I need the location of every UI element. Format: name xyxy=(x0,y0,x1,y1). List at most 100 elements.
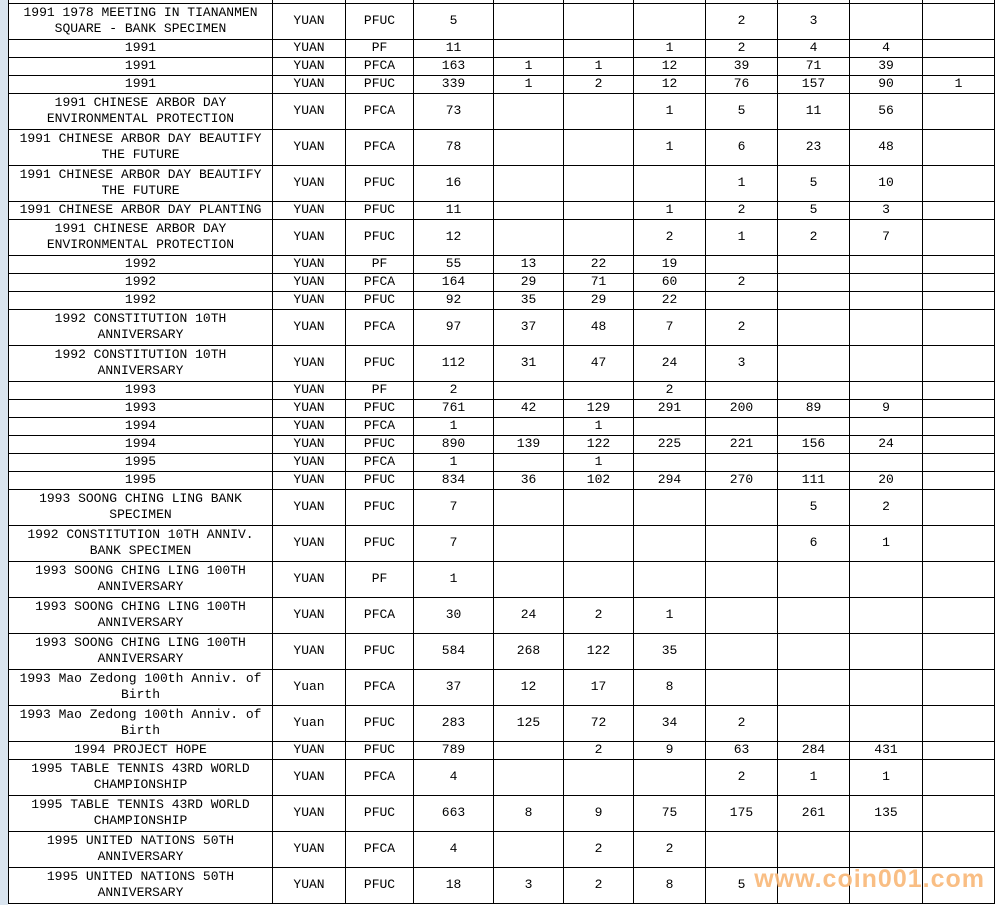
description-cell: 1993 SOONG CHING LING 100TH ANNIVERSARY xyxy=(8,632,273,670)
table-row: 1991 CHINESE ARBOR DAY ENVIRONMENTAL PRO… xyxy=(8,218,995,256)
currency-cell: YUAN xyxy=(272,218,346,256)
count-cell: 157 xyxy=(777,74,850,94)
count-cell: 129 xyxy=(563,398,634,418)
count-cell: 1 xyxy=(849,758,923,796)
coin-census-table: 1991 1978 MEETING IN TIANANMEN SQUARE - … xyxy=(8,0,995,904)
count-cell xyxy=(633,452,706,472)
currency-cell: YUAN xyxy=(272,272,346,292)
count-cell xyxy=(922,452,995,472)
table-row: 1992 YUAN PFCA 164 29 71 60 2 xyxy=(8,272,995,292)
count-cell: 2 xyxy=(705,758,778,796)
count-cell: 584 xyxy=(413,632,494,670)
count-cell: 75 xyxy=(633,794,706,832)
currency-cell: Yuan xyxy=(272,668,346,706)
grade-cell: PFUC xyxy=(345,2,414,40)
currency-cell: YUAN xyxy=(272,398,346,418)
count-cell: 2 xyxy=(849,488,923,526)
count-cell xyxy=(849,416,923,436)
count-cell: 47 xyxy=(563,344,634,382)
count-cell xyxy=(922,2,995,40)
grade-cell: PFUC xyxy=(345,470,414,490)
count-cell xyxy=(922,56,995,76)
count-cell xyxy=(705,632,778,670)
count-cell xyxy=(922,272,995,292)
grade-cell: PFCA xyxy=(345,272,414,292)
currency-cell: YUAN xyxy=(272,488,346,526)
grade-cell: PFCA xyxy=(345,758,414,796)
count-cell: 1 xyxy=(413,416,494,436)
grade-cell: PFUC xyxy=(345,434,414,454)
table-row: 1992 CONSTITUTION 10TH ANNIVERSARY YUAN PF… xyxy=(8,344,995,382)
currency-cell: YUAN xyxy=(272,290,346,310)
currency-cell: YUAN xyxy=(272,38,346,58)
count-cell xyxy=(563,524,634,562)
currency-cell: YUAN xyxy=(272,200,346,220)
description-cell: 1991 CHINESE ARBOR DAY BEAUTIFY THE FUTU… xyxy=(8,164,273,202)
count-cell: 2 xyxy=(633,380,706,400)
count-cell xyxy=(849,668,923,706)
count-cell xyxy=(705,254,778,274)
count-cell: 890 xyxy=(413,434,494,454)
count-cell: 2 xyxy=(563,74,634,94)
count-cell: 9 xyxy=(563,794,634,832)
count-cell: 5 xyxy=(705,92,778,130)
count-cell: 1 xyxy=(633,38,706,58)
count-cell: 112 xyxy=(413,344,494,382)
description-cell: 1991 CHINESE ARBOR DAY ENVIRONMENTAL PRO… xyxy=(8,92,273,130)
count-cell xyxy=(922,380,995,400)
table-row: 1993 YUAN PF 2 2 xyxy=(8,380,995,400)
count-cell xyxy=(849,704,923,742)
count-cell: 12 xyxy=(493,668,564,706)
description-cell: 1994 xyxy=(8,434,273,454)
count-cell: 1 xyxy=(563,416,634,436)
count-cell: 5 xyxy=(777,164,850,202)
count-cell: 29 xyxy=(563,290,634,310)
grade-cell: PF xyxy=(345,380,414,400)
grade-cell: PFUC xyxy=(345,488,414,526)
count-cell xyxy=(563,560,634,598)
currency-cell: YUAN xyxy=(272,560,346,598)
count-cell xyxy=(849,380,923,400)
count-cell xyxy=(563,38,634,58)
count-cell: 71 xyxy=(777,56,850,76)
table-row: 1991 CHINESE ARBOR DAY BEAUTIFY THE FUTU… xyxy=(8,164,995,202)
count-cell: 39 xyxy=(849,56,923,76)
currency-cell: YUAN xyxy=(272,74,346,94)
count-cell xyxy=(777,344,850,382)
count-cell xyxy=(849,560,923,598)
count-cell xyxy=(563,164,634,202)
count-cell xyxy=(922,596,995,634)
count-cell: 2 xyxy=(413,380,494,400)
grade-cell: PF xyxy=(345,38,414,58)
count-cell: 1 xyxy=(633,92,706,130)
count-cell: 16 xyxy=(413,164,494,202)
count-cell: 122 xyxy=(563,632,634,670)
count-cell: 1 xyxy=(633,200,706,220)
description-cell: 1992 xyxy=(8,254,273,274)
count-cell: 291 xyxy=(633,398,706,418)
table-row: 1992 CONSTITUTION 10TH ANNIVERSARY YUAN PF… xyxy=(8,308,995,346)
count-cell: 55 xyxy=(413,254,494,274)
description-cell: 1993 SOONG CHING LING 100TH ANNIVERSARY xyxy=(8,560,273,598)
grade-cell: PFCA xyxy=(345,416,414,436)
count-cell: 4 xyxy=(777,38,850,58)
currency-cell: YUAN xyxy=(272,308,346,346)
description-cell: 1992 xyxy=(8,290,273,310)
count-cell xyxy=(563,92,634,130)
grade-cell: PFUC xyxy=(345,632,414,670)
count-cell: 56 xyxy=(849,92,923,130)
currency-cell: YUAN xyxy=(272,254,346,274)
count-cell xyxy=(922,830,995,868)
count-cell: 76 xyxy=(705,74,778,94)
grade-cell: PFUC xyxy=(345,164,414,202)
count-cell: 431 xyxy=(849,740,923,760)
count-cell: 24 xyxy=(493,596,564,634)
count-cell: 42 xyxy=(493,398,564,418)
count-cell: 3 xyxy=(705,344,778,382)
count-cell: 139 xyxy=(493,434,564,454)
count-cell xyxy=(922,38,995,58)
count-cell: 9 xyxy=(849,398,923,418)
description-cell: 1991 CHINESE ARBOR DAY ENVIRONMENTAL PRO… xyxy=(8,218,273,256)
description-cell: 1993 Mao Zedong 100th Anniv. of Birth xyxy=(8,668,273,706)
